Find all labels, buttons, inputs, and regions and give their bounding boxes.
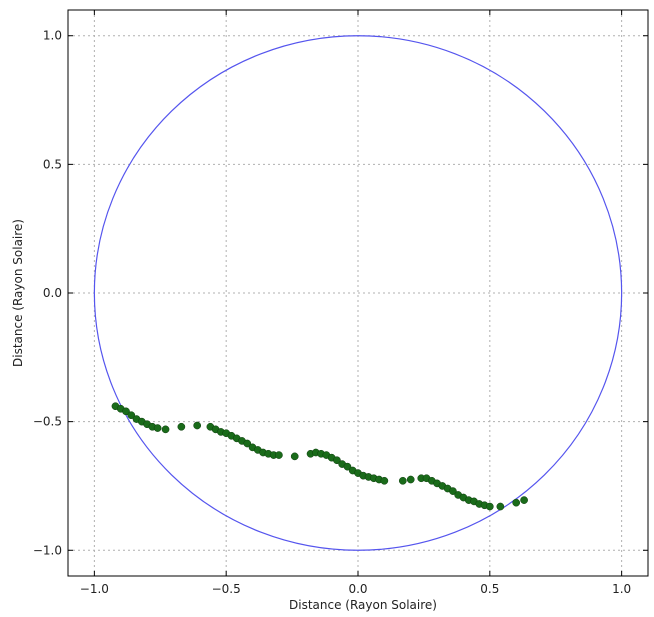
data-point [127,411,136,420]
data-point [512,498,521,507]
y-tick-label: 1.0 [43,29,62,43]
data-point [406,475,415,484]
data-point [153,424,162,432]
x-tick-label: 0.5 [480,582,499,596]
y-tick-label: −0.5 [33,415,62,429]
data-point [193,421,202,430]
x-tick-label: −1.0 [80,582,109,596]
data-point [449,487,457,495]
data-point [333,456,341,465]
data-point [290,452,299,461]
data-points [111,402,528,511]
circle-layer [93,35,623,551]
data-point [485,502,494,511]
data-point [343,462,352,471]
y-axis-ticks: −1.0 −0.5 0.0 0.5 1.0 [33,29,648,557]
unit-circle [93,35,623,551]
x-axis-ticks: −1.0 −0.5 0.0 0.5 1.0 [80,10,631,596]
data-point [380,476,389,485]
y-tick-label: 0.0 [43,286,62,300]
data-point [398,476,407,485]
data-point [161,425,170,434]
data-point [122,407,130,416]
x-tick-label: 1.0 [612,582,631,596]
y-tick-label: −1.0 [33,543,62,557]
x-axis-label: Distance (Rayon Solaire) [289,598,437,612]
data-point [177,422,186,431]
data-point [520,496,528,504]
x-tick-label: 0.0 [348,582,367,596]
y-axis-label: Distance (Rayon Solaire) [11,219,25,367]
y-tick-label: 0.5 [43,157,62,171]
data-point [275,451,283,459]
data-point [496,502,505,511]
data-point [243,439,252,448]
x-tick-label: −0.5 [212,582,241,596]
